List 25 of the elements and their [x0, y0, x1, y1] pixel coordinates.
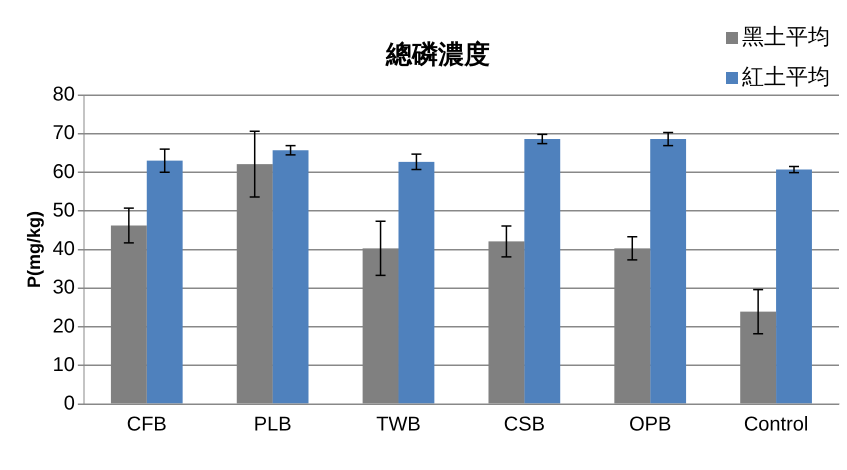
bar: [146, 160, 183, 404]
bar: [776, 170, 812, 404]
legend-label: 紅土平均: [742, 64, 830, 90]
y-tick-label: 50: [52, 199, 75, 222]
x-tick-label: CSB: [504, 414, 545, 436]
x-tick-label: PLB: [254, 414, 292, 436]
x-tick-label: OPB: [629, 414, 672, 436]
bar: [524, 139, 560, 404]
bar: [650, 139, 686, 404]
y-tick-label: 40: [52, 238, 75, 260]
chart-title: 總磷濃度: [385, 39, 490, 70]
y-tick-label: 20: [52, 315, 75, 338]
y-tick-label: 10: [52, 354, 75, 376]
bar: [272, 150, 309, 404]
x-tick-label: CFB: [126, 414, 167, 436]
bar: [398, 162, 434, 404]
x-tick-label: TWB: [376, 414, 421, 436]
y-tick-label: 30: [52, 276, 75, 299]
legend-label: 黑土平均: [742, 24, 830, 50]
y-tick-label: 60: [52, 160, 75, 183]
x-tick-label: Control: [744, 414, 808, 436]
y-tick-label: 80: [52, 84, 75, 106]
y-tick-label: 70: [52, 122, 75, 144]
y-tick-label: 0: [64, 392, 75, 415]
y-axis-title: P(mg/kg): [24, 210, 44, 288]
